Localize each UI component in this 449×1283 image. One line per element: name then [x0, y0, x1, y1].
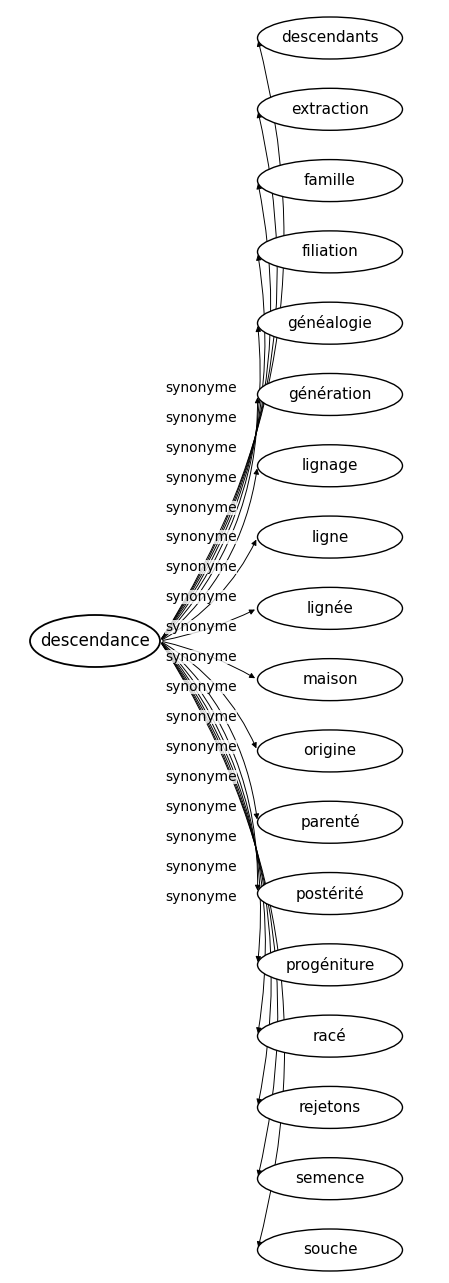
- Text: postérité: postérité: [295, 885, 365, 902]
- Text: synonyme: synonyme: [165, 830, 237, 844]
- Text: synonyme: synonyme: [165, 590, 237, 604]
- FancyArrowPatch shape: [162, 643, 259, 819]
- FancyArrowPatch shape: [162, 113, 277, 639]
- FancyArrowPatch shape: [162, 643, 260, 889]
- FancyArrowPatch shape: [162, 185, 271, 639]
- Text: racé: racé: [313, 1029, 347, 1043]
- FancyArrowPatch shape: [162, 643, 265, 1033]
- FancyArrowPatch shape: [162, 643, 271, 1103]
- Text: origine: origine: [304, 743, 357, 758]
- Text: semence: semence: [295, 1171, 365, 1187]
- Text: progéniture: progéniture: [285, 957, 374, 973]
- Text: synonyme: synonyme: [165, 620, 237, 634]
- Text: synonyme: synonyme: [165, 530, 237, 544]
- Text: extraction: extraction: [291, 101, 369, 117]
- Text: synonyme: synonyme: [165, 799, 237, 813]
- Text: synonyme: synonyme: [165, 860, 237, 874]
- Ellipse shape: [257, 944, 402, 985]
- Ellipse shape: [257, 1087, 402, 1129]
- Ellipse shape: [257, 658, 402, 701]
- FancyArrowPatch shape: [163, 609, 254, 640]
- FancyArrowPatch shape: [163, 540, 256, 640]
- Text: synonyme: synonyme: [165, 650, 237, 665]
- FancyArrowPatch shape: [162, 643, 285, 1246]
- Ellipse shape: [257, 303, 402, 344]
- Text: synonyme: synonyme: [165, 381, 237, 395]
- Text: génération: génération: [288, 386, 372, 403]
- Text: synonyme: synonyme: [165, 890, 237, 903]
- Ellipse shape: [257, 373, 402, 416]
- Text: synonyme: synonyme: [165, 770, 237, 784]
- Text: souche: souche: [303, 1242, 357, 1257]
- Text: synonyme: synonyme: [165, 740, 237, 754]
- Ellipse shape: [257, 730, 402, 772]
- Text: synonyme: synonyme: [165, 561, 237, 575]
- Ellipse shape: [257, 802, 402, 843]
- Text: synonyme: synonyme: [165, 440, 237, 454]
- Text: synonyme: synonyme: [165, 500, 237, 514]
- Ellipse shape: [257, 1015, 402, 1057]
- Text: synonyme: synonyme: [165, 411, 237, 425]
- Ellipse shape: [257, 516, 402, 558]
- Ellipse shape: [257, 445, 402, 486]
- Ellipse shape: [257, 1157, 402, 1200]
- Text: rejetons: rejetons: [299, 1100, 361, 1115]
- FancyArrowPatch shape: [162, 255, 265, 639]
- FancyArrowPatch shape: [162, 643, 278, 1175]
- Text: descendance: descendance: [40, 633, 150, 650]
- FancyArrowPatch shape: [163, 643, 256, 748]
- Text: ligne: ligne: [311, 530, 349, 544]
- Text: filiation: filiation: [302, 244, 358, 259]
- Text: synonyme: synonyme: [165, 471, 237, 485]
- Text: maison: maison: [302, 672, 358, 688]
- Text: généalogie: généalogie: [287, 316, 372, 331]
- Text: synonyme: synonyme: [165, 680, 237, 694]
- FancyArrowPatch shape: [162, 643, 260, 961]
- Text: lignage: lignage: [302, 458, 358, 473]
- Text: parenté: parenté: [300, 815, 360, 830]
- Text: descendants: descendants: [281, 31, 379, 45]
- FancyArrowPatch shape: [162, 42, 284, 639]
- FancyArrowPatch shape: [162, 398, 260, 639]
- Ellipse shape: [257, 231, 402, 273]
- Ellipse shape: [257, 159, 402, 201]
- FancyArrowPatch shape: [162, 470, 259, 639]
- Ellipse shape: [257, 588, 402, 630]
- Ellipse shape: [257, 89, 402, 131]
- FancyArrowPatch shape: [162, 327, 260, 639]
- FancyArrowPatch shape: [163, 642, 254, 677]
- Text: lignée: lignée: [307, 600, 353, 616]
- Ellipse shape: [257, 17, 402, 59]
- Ellipse shape: [257, 1229, 402, 1271]
- Text: synonyme: synonyme: [165, 709, 237, 724]
- Ellipse shape: [30, 615, 160, 667]
- Ellipse shape: [257, 872, 402, 915]
- Text: famille: famille: [304, 173, 356, 189]
